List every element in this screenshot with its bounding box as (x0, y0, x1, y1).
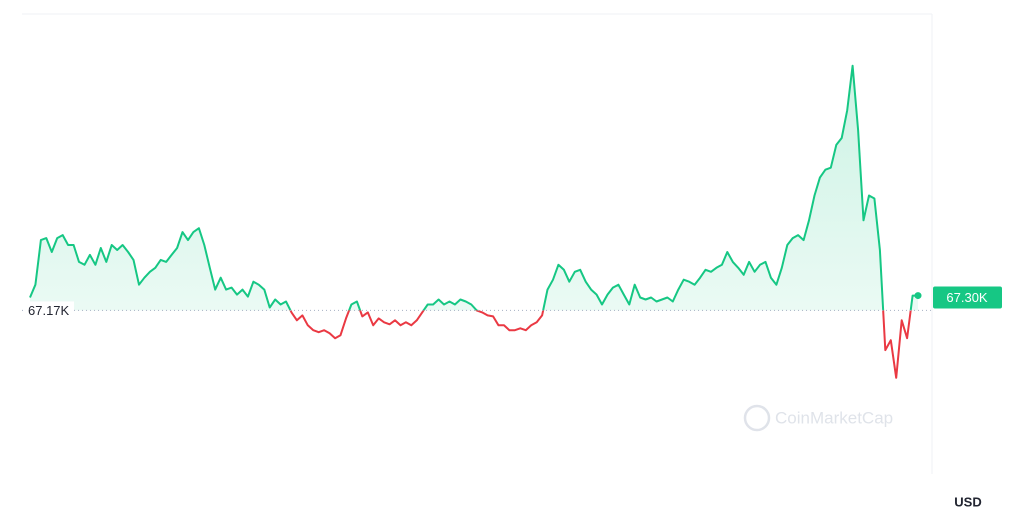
watermark-text: CoinMarketCap (775, 408, 893, 427)
price-line-below (29, 310, 919, 379)
price-line (29, 64, 918, 311)
current-price-box (933, 286, 1002, 309)
price-line-group (29, 64, 918, 311)
baseline-label-bg (24, 301, 74, 320)
watermark: CoinMarketCap (743, 404, 893, 432)
baseline-label: 67.17K (28, 303, 70, 318)
price-area (30, 65, 918, 311)
current-dot (914, 292, 922, 300)
currency-label: USD (954, 494, 981, 509)
current-price-label: 67.30K (946, 290, 988, 305)
